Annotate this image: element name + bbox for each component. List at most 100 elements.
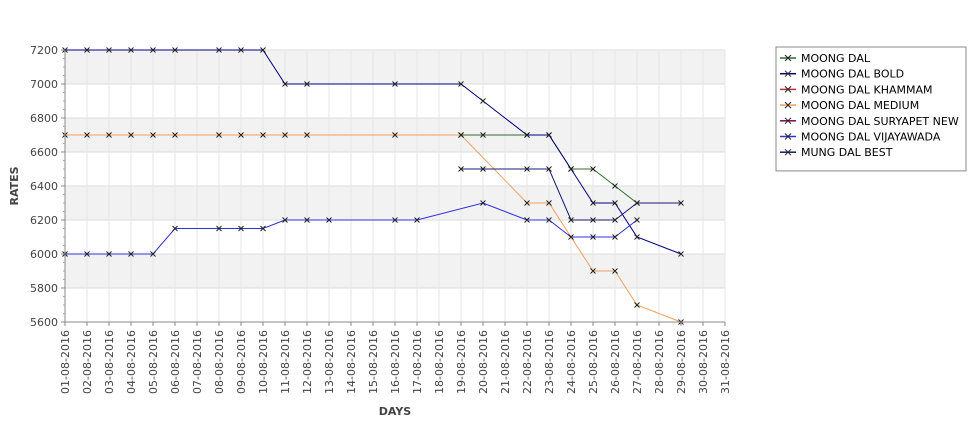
- x-tick-label: 10-08-2016: [257, 330, 270, 394]
- data-point: [238, 132, 244, 138]
- x-tick-label: 14-08-2016: [345, 330, 358, 394]
- legend-label: MOONG DAL BOLD: [801, 68, 904, 81]
- y-tick-label: 6000: [30, 248, 58, 261]
- data-point: [216, 225, 222, 232]
- data-point: [480, 98, 486, 104]
- x-axis-title: DAYS: [379, 405, 412, 418]
- data-point: [590, 166, 596, 172]
- y-axis-title: RATES: [8, 166, 21, 205]
- legend-marker: [784, 133, 792, 140]
- data-point: [304, 81, 310, 87]
- y-tick-label: 7200: [30, 44, 58, 57]
- data-point: [546, 166, 552, 172]
- y-tick-label: 6600: [30, 146, 58, 159]
- y-tick-label: 5600: [30, 316, 58, 329]
- data-point: [458, 81, 464, 87]
- legend-item: MOONG DAL KHAMMAM: [780, 83, 933, 96]
- y-tick-label: 6800: [30, 112, 58, 125]
- data-point: [282, 81, 288, 87]
- data-point: [612, 217, 618, 223]
- legend-marker: [784, 86, 792, 93]
- data-point: [172, 132, 178, 138]
- x-tick-label: 31-08-2016: [719, 330, 732, 394]
- legend-label: MOONG DAL VIJAYAWADA: [801, 131, 941, 144]
- data-point: [172, 225, 178, 232]
- y-axis-ticks: 5600 5800 6000 6200 6400 6600 6800 7000 7200: [30, 44, 65, 329]
- legend-marker: [784, 70, 792, 78]
- data-point: [612, 200, 618, 206]
- data-point: [304, 132, 310, 138]
- data-point: [458, 166, 464, 172]
- data-point: [282, 217, 288, 223]
- x-tick-label: 16-08-2016: [389, 330, 402, 394]
- x-tick-label: 06-08-2016: [169, 330, 182, 394]
- data-point: [326, 217, 332, 223]
- x-tick-label: 03-08-2016: [103, 330, 116, 394]
- data-point: [634, 217, 640, 223]
- data-point: [106, 251, 112, 257]
- data-point: [392, 217, 398, 223]
- data-point: [150, 132, 156, 138]
- data-point: [238, 47, 244, 53]
- x-tick-label: 08-08-2016: [213, 330, 226, 394]
- x-tick-label: 20-08-2016: [477, 330, 490, 394]
- x-tick-label: 15-08-2016: [367, 330, 380, 394]
- x-tick-label: 04-08-2016: [125, 330, 138, 394]
- data-point: [150, 47, 156, 53]
- x-tick-label: 23-08-2016: [543, 330, 556, 394]
- data-point: [216, 47, 222, 53]
- data-point: [546, 132, 552, 138]
- legend-label: MOONG DAL KHAMMAM: [801, 83, 933, 96]
- data-point: [84, 251, 90, 257]
- data-point: [524, 132, 530, 138]
- data-point: [458, 132, 464, 138]
- data-point: [260, 132, 266, 138]
- data-point: [128, 251, 134, 257]
- data-point: [634, 302, 640, 308]
- data-point: [84, 47, 90, 53]
- y-tick-label: 6200: [30, 214, 58, 227]
- x-tick-label: 18-08-2016: [433, 330, 446, 394]
- legend-box: [775, 46, 967, 172]
- x-tick-label: 28-08-2016: [653, 330, 666, 394]
- x-tick-label: 09-08-2016: [235, 330, 248, 394]
- x-tick-label: 07-08-2016: [191, 330, 204, 394]
- data-point: [106, 47, 112, 53]
- x-tick-label: 27-08-2016: [631, 330, 644, 394]
- legend-marker: [784, 148, 792, 156]
- data-point: [480, 132, 486, 138]
- data-point: [634, 234, 640, 240]
- x-tick-label: 11-08-2016: [279, 330, 292, 394]
- data-point: [678, 251, 684, 257]
- data-point: [524, 166, 530, 172]
- data-point: [546, 200, 552, 206]
- y-tick-label: 7000: [30, 78, 58, 91]
- x-tick-label: 25-08-2016: [587, 330, 600, 394]
- data-point: [304, 217, 310, 223]
- data-point: [128, 47, 134, 53]
- data-point: [546, 217, 552, 223]
- data-point: [84, 132, 90, 138]
- data-point: [590, 234, 596, 240]
- x-tick-label: 01-08-2016: [59, 330, 72, 394]
- data-point: [480, 200, 486, 206]
- data-point: [590, 217, 596, 223]
- y-tick-label: 6400: [30, 180, 58, 193]
- data-point: [282, 132, 288, 138]
- legend-marker: [784, 54, 792, 62]
- data-point: [590, 268, 596, 274]
- legend-label: MUNG DAL BEST: [801, 146, 893, 159]
- data-point: [480, 166, 486, 172]
- legend-item: MOONG DAL BOLD: [780, 68, 904, 81]
- x-tick-label: 22-08-2016: [521, 330, 534, 394]
- legend-item: MOONG DAL MEDIUM: [780, 99, 919, 112]
- x-axis-ticks: 01-08-2016 02-08-2016 03-08-2016 04-08-2016…: [59, 322, 732, 394]
- x-tick-label: 02-08-2016: [81, 330, 94, 394]
- data-point: [612, 268, 618, 274]
- data-point: [568, 217, 574, 223]
- x-tick-label: 05-08-2016: [147, 330, 160, 394]
- data-point: [392, 81, 398, 87]
- data-point: [172, 47, 178, 53]
- data-point: [238, 225, 244, 232]
